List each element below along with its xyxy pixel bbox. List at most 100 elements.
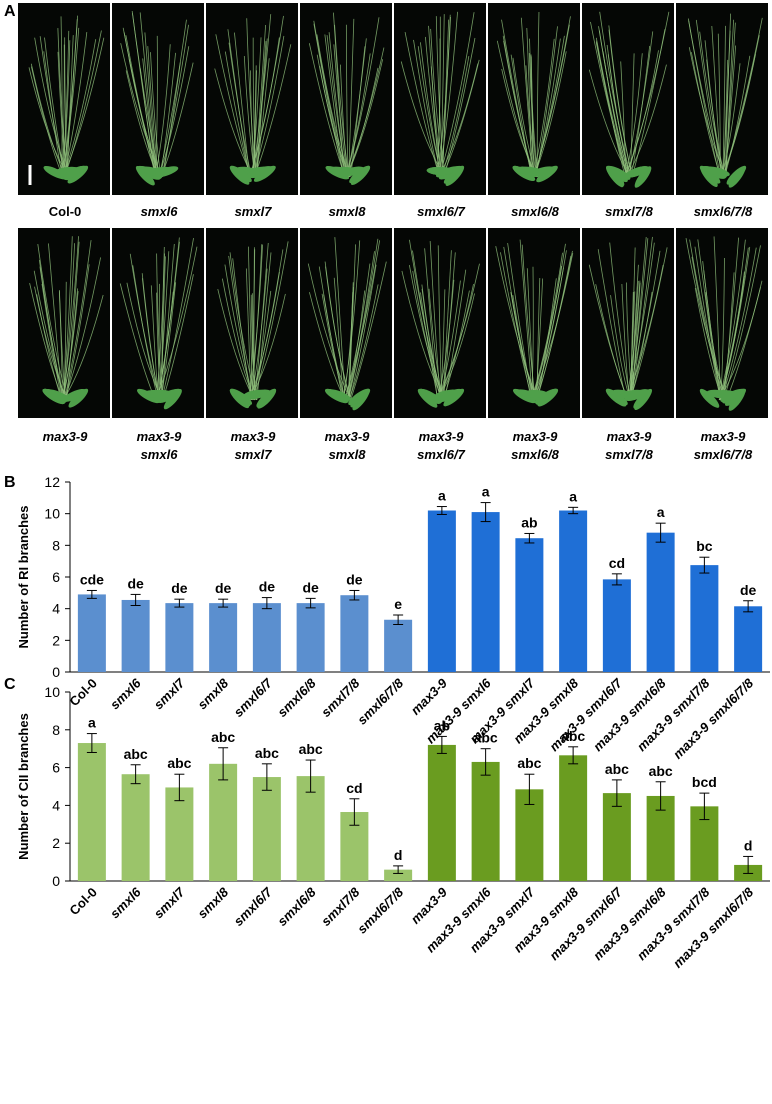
stem xyxy=(425,36,443,178)
leaf xyxy=(417,388,438,408)
plant-photo xyxy=(676,3,768,195)
stem xyxy=(253,241,289,401)
x-tick-label: smxl6/7 xyxy=(231,675,276,720)
x-tick-label: max3-9 smxl6/7/8 xyxy=(670,884,757,971)
bar xyxy=(427,744,456,881)
plant-photo xyxy=(300,228,392,418)
stem xyxy=(158,19,187,178)
significance-letter: cd xyxy=(346,780,362,796)
stem xyxy=(41,283,63,401)
stem xyxy=(697,239,722,401)
leaf xyxy=(62,165,87,180)
significance-letter: de xyxy=(346,571,363,587)
stem xyxy=(599,30,630,178)
stem xyxy=(63,240,92,401)
stem xyxy=(599,11,632,178)
stem xyxy=(424,248,438,401)
plant-photo xyxy=(206,3,298,195)
stem xyxy=(689,239,727,401)
significance-letter: abc xyxy=(605,761,629,777)
bar xyxy=(559,755,588,881)
leaf xyxy=(634,389,652,411)
y-tick-label: 8 xyxy=(52,537,60,553)
significance-letter: de xyxy=(171,580,188,596)
stem xyxy=(141,273,160,401)
stem xyxy=(723,245,761,401)
stem xyxy=(252,35,285,178)
stem xyxy=(496,40,535,178)
photo-caption: max3-9 xyxy=(607,429,653,444)
y-axis-label: Number of RI branches xyxy=(16,505,31,648)
leaf xyxy=(535,388,558,405)
stem xyxy=(704,40,723,178)
leaf xyxy=(624,166,649,178)
stem xyxy=(62,236,73,401)
bar xyxy=(121,774,150,881)
plant-photo xyxy=(112,3,204,195)
bar xyxy=(559,510,588,672)
bar xyxy=(384,869,413,881)
significance-letter: abc xyxy=(299,741,323,757)
stem xyxy=(328,32,346,178)
stem xyxy=(161,24,189,178)
stem xyxy=(64,37,69,178)
significance-letter: ab xyxy=(521,514,537,530)
leaf xyxy=(438,388,463,403)
y-tick-label: 2 xyxy=(52,632,60,648)
significance-letter: abc xyxy=(255,745,279,761)
bar xyxy=(296,603,325,672)
stem xyxy=(313,23,345,178)
stem xyxy=(536,11,540,178)
stem xyxy=(63,243,76,401)
significance-letter: abc xyxy=(167,755,191,771)
stem xyxy=(412,250,442,401)
stem xyxy=(248,271,280,401)
stem xyxy=(253,44,292,178)
y-tick-label: 6 xyxy=(52,760,60,776)
x-tick-label: smxl7 xyxy=(151,884,188,921)
stem xyxy=(519,239,533,401)
bar xyxy=(690,565,719,672)
significance-letter: ab xyxy=(434,717,450,733)
y-tick-label: 4 xyxy=(52,797,60,813)
y-tick-label: 12 xyxy=(44,474,60,490)
photo-caption: smxl6/7/8 xyxy=(694,204,753,219)
x-tick-label: smxl7/8 xyxy=(318,675,363,720)
bar xyxy=(209,763,238,881)
leaf xyxy=(521,389,548,399)
photo-caption: max3-9 xyxy=(137,429,183,444)
photo-caption: smxl8 xyxy=(329,447,367,462)
significance-letter: abc xyxy=(649,763,673,779)
photo-caption: smxl6/7 xyxy=(417,447,465,462)
bar xyxy=(471,761,500,881)
stem xyxy=(63,32,88,178)
stem xyxy=(150,52,162,178)
significance-letter: de xyxy=(740,582,757,598)
leaf xyxy=(348,388,370,406)
panel-label: B xyxy=(4,474,16,491)
bar xyxy=(734,606,763,672)
bar xyxy=(515,538,544,672)
leaf xyxy=(700,166,718,188)
stem xyxy=(413,39,440,178)
stem xyxy=(507,243,533,401)
bar xyxy=(602,793,631,881)
stem xyxy=(596,40,626,178)
stem xyxy=(61,30,70,178)
stem xyxy=(630,45,651,178)
stem xyxy=(348,18,355,178)
bar xyxy=(384,619,413,672)
plant-photo xyxy=(206,228,298,418)
bar xyxy=(252,777,281,881)
stem xyxy=(155,246,198,401)
plant-photo xyxy=(582,3,674,195)
bar xyxy=(296,776,325,881)
stem xyxy=(256,252,272,401)
photo-bg xyxy=(488,3,580,195)
stem xyxy=(602,51,628,178)
stem xyxy=(597,249,627,401)
photo-caption: max3-9 xyxy=(231,429,277,444)
significance-letter: a xyxy=(657,504,665,520)
stem xyxy=(161,237,194,401)
